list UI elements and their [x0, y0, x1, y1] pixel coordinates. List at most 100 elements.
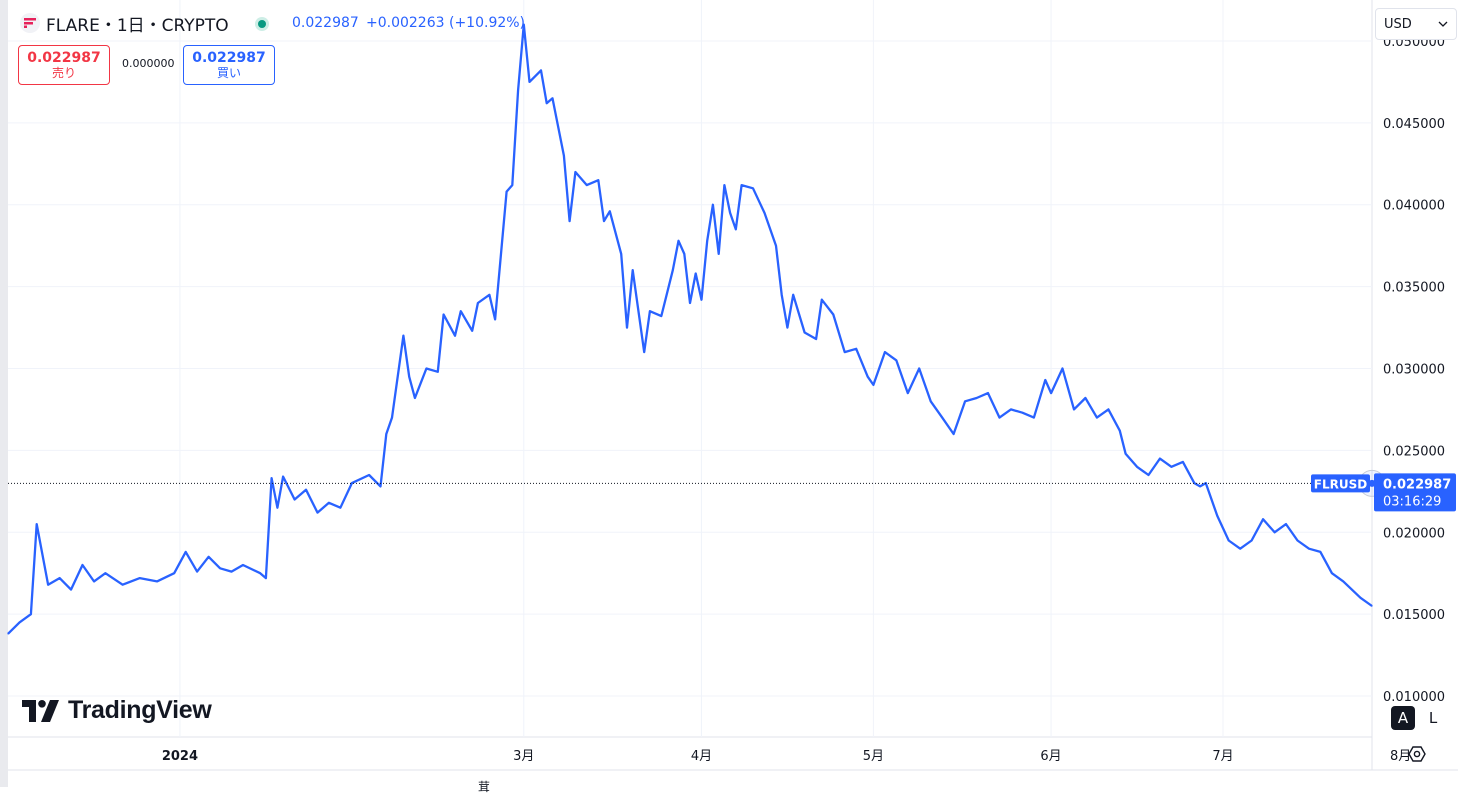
price-point — [700, 299, 703, 301]
price-point — [677, 240, 680, 242]
price-point — [895, 359, 897, 361]
log-scale-button[interactable]: L — [1421, 706, 1445, 730]
countdown-label: 03:16:29 — [1383, 494, 1441, 509]
price-point — [259, 572, 261, 574]
price-point — [832, 313, 834, 316]
price-point — [437, 371, 439, 373]
price-point — [855, 348, 857, 350]
price-point — [156, 580, 158, 583]
price-point — [1308, 548, 1310, 550]
price-point — [58, 577, 61, 579]
currency-select[interactable]: USD — [1375, 8, 1457, 40]
price-point — [282, 475, 284, 478]
tradingview-logo[interactable]: TradingView — [22, 696, 212, 725]
series-layer — [7, 23, 1373, 635]
price-point — [368, 474, 370, 476]
price-point — [821, 299, 823, 301]
price-point — [1010, 408, 1012, 411]
price-point — [293, 498, 296, 501]
buy-button[interactable]: 0.022987 買い — [183, 45, 275, 85]
price-point — [1061, 367, 1064, 370]
price-point — [7, 633, 9, 635]
price-point — [271, 477, 273, 479]
price-point — [528, 81, 531, 83]
price-point — [804, 331, 806, 334]
price-point — [196, 570, 198, 573]
y-tick-label: 0.045000 — [1383, 117, 1445, 132]
price-point — [316, 512, 319, 514]
price-point — [477, 302, 479, 304]
price-point — [414, 397, 416, 399]
price-point — [1050, 392, 1052, 394]
y-tick-label: 0.020000 — [1383, 526, 1445, 541]
price-point — [1159, 457, 1161, 460]
x-tick-label: 3月 — [513, 749, 534, 764]
x-tick-label: 2024 — [162, 749, 198, 764]
price-point — [1199, 485, 1201, 488]
price-point — [1296, 539, 1299, 542]
price-point — [81, 564, 84, 566]
price-point — [207, 556, 210, 558]
price-point — [660, 315, 662, 317]
price-point — [872, 384, 874, 386]
symbol-title[interactable]: FLARE・1日・CRYPTO — [46, 15, 229, 36]
price-point — [563, 154, 565, 157]
price-point — [36, 523, 38, 525]
price-point — [620, 253, 622, 255]
price-point — [1119, 430, 1121, 432]
price-axis[interactable]: 0.010000 0.015000 0.020000 0.025000 0.030000… — [1383, 35, 1445, 705]
price-point — [786, 326, 789, 329]
price-point — [173, 572, 175, 574]
price-point — [649, 310, 651, 312]
buy-price: 0.022987 — [192, 50, 266, 66]
header-price: 0.022987 — [292, 15, 359, 31]
sell-button[interactable]: 0.022987 売り — [18, 45, 110, 85]
price-point — [1193, 482, 1195, 484]
price-point — [626, 326, 628, 329]
auto-scale-button[interactable]: A — [1391, 706, 1415, 730]
price-point — [471, 330, 473, 332]
market-status-icon[interactable] — [255, 17, 269, 31]
x-tick-label: 5月 — [863, 749, 884, 764]
price-point — [1359, 597, 1362, 599]
price-points — [7, 23, 1373, 635]
price-point — [712, 204, 714, 206]
price-point — [729, 212, 731, 214]
last-price-label: 0.022987 — [1383, 477, 1451, 492]
price-point — [569, 220, 571, 222]
flare-logo-icon — [20, 13, 40, 33]
settings-button[interactable] — [1407, 744, 1427, 764]
price-point — [242, 564, 244, 566]
symbol-tag — [1311, 474, 1370, 493]
price-point — [1136, 466, 1138, 468]
price-point — [1073, 408, 1075, 411]
y-tick-label: 0.035000 — [1383, 281, 1445, 296]
price-point — [597, 179, 599, 181]
x-tick-label: 7月 — [1212, 749, 1233, 764]
tradingview-icon — [22, 699, 59, 722]
price-point — [735, 228, 737, 230]
price-point — [1239, 548, 1241, 550]
live-price-dot — [1368, 479, 1376, 487]
price-point — [305, 489, 307, 491]
price-point — [408, 376, 410, 378]
price-point — [1251, 539, 1253, 542]
symbol-tag-label: FLRUSD — [1314, 477, 1367, 491]
price-point — [70, 589, 72, 591]
time-axis[interactable]: 20243月4月5月6月7月8月9月10月11月12月20253月4月5月6月7… — [162, 749, 1458, 764]
price-point — [964, 400, 966, 402]
price-point — [1216, 515, 1218, 517]
price-point — [844, 351, 846, 353]
price-point — [546, 102, 548, 104]
price-point — [1021, 412, 1024, 414]
price-point — [1273, 531, 1276, 533]
price-point — [632, 269, 634, 271]
price-point — [609, 210, 611, 212]
settings-icon — [1408, 746, 1426, 762]
y-tick-label: 0.010000 — [1383, 690, 1445, 705]
price-point — [781, 294, 783, 296]
price-point — [1319, 551, 1322, 553]
price-point — [540, 69, 542, 72]
price-point — [792, 294, 794, 296]
